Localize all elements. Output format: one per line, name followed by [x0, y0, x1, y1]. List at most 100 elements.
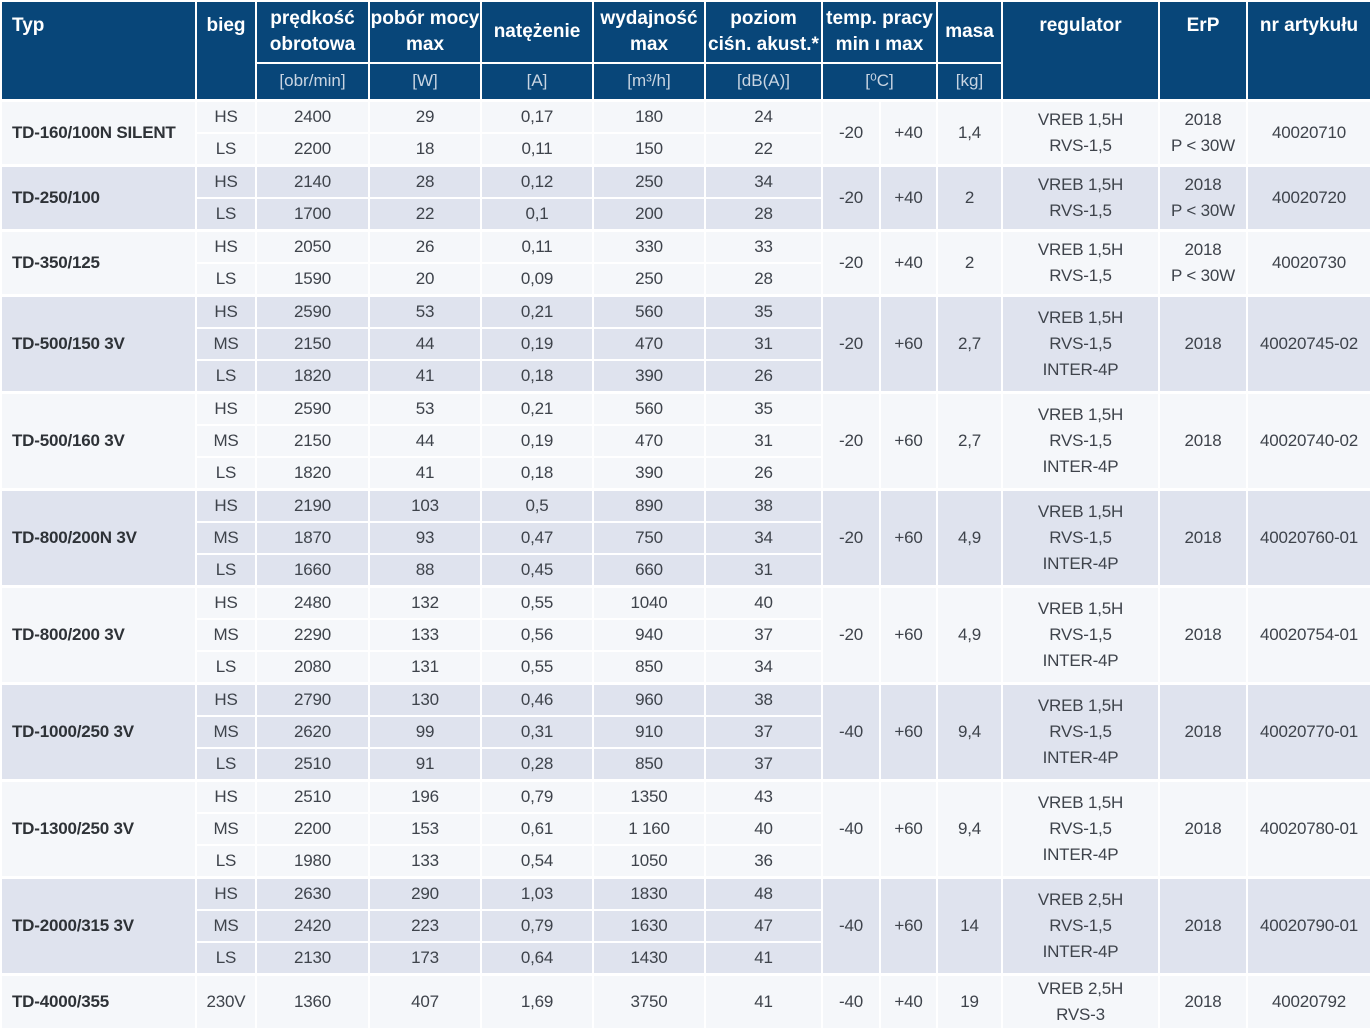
current-cell: 0,28 [480, 747, 594, 782]
flow-cell: 560 [592, 391, 706, 426]
power-cell: 41 [368, 456, 482, 491]
power-cell: 223 [368, 909, 482, 943]
current-cell: 0,11 [480, 132, 594, 167]
speed-cell: 2140 [255, 164, 370, 199]
regulator-cell-line: INTER-4P [1042, 845, 1119, 864]
bieg-cell: LS [195, 650, 257, 685]
regulator-cell-line: VREB 1,5H [1037, 502, 1124, 521]
regulator-cell: VREB 2,5H RVS-3 [1001, 973, 1160, 1030]
speed-cell: 2050 [255, 229, 370, 264]
regulator-cell: VREB 1,5H RVS-1,5 INTER-4P [1001, 779, 1160, 879]
flow-cell: 390 [592, 359, 706, 394]
erp-cell-line: 2018 [1184, 240, 1222, 259]
regulator-cell: VREB 1,5H RVS-1,5 INTER-4P [1001, 682, 1160, 782]
speed-cell: 2630 [255, 876, 370, 911]
temp-max-cell: +40 [879, 229, 938, 297]
regulator-cell-line: INTER-4P [1042, 651, 1119, 670]
table-row: LS 2200 18 0,11 150 22 [1, 132, 1370, 167]
regulator-cell-line: RVS-1,5 [1049, 334, 1112, 353]
current-cell: 0,45 [480, 553, 594, 588]
current-cell: 0,12 [480, 164, 594, 199]
bieg-cell: MS [195, 715, 257, 749]
table-row: LS 1590 20 0,09 250 28 [1, 262, 1370, 297]
current-cell: 0,1 [480, 197, 594, 232]
regulator-cell-line: VREB 1,5H [1037, 308, 1124, 327]
bieg-cell: LS [195, 197, 257, 232]
table-row: TD-160/100N SILENT HS 2400 29 0,17 180 24 -20 +4… [0, 99, 1370, 167]
table-body: TD-160/100N SILENT HS 2400 29 0,17 180 24 -20 +4… [0, 99, 1370, 1030]
temp-max-cell: +60 [879, 876, 938, 976]
speed-cell: 1820 [255, 359, 370, 394]
unit-masa: [kg] [936, 62, 1003, 102]
noise-cell: 24 [704, 99, 823, 134]
table-row: TD-500/150 3V HS 2590 53 0,21 560 35 -20 +60 2,7 V… [0, 294, 1370, 394]
current-cell: 1,03 [480, 876, 594, 911]
temp-max-cell: +60 [879, 682, 938, 782]
noise-cell: 38 [704, 488, 823, 523]
table-row: TD-2000/315 3V HS 2630 290 1,03 1830 48 -40 +60 1… [0, 876, 1370, 976]
power-cell: 407 [368, 973, 482, 1030]
speed-cell: 2790 [255, 682, 370, 717]
speed-cell: 2150 [255, 327, 370, 361]
regulator-cell-line: INTER-4P [1042, 457, 1119, 476]
current-cell: 0,46 [480, 682, 594, 717]
erp-cell-line: 2018 [1184, 110, 1222, 129]
power-cell: 93 [368, 521, 482, 555]
noise-cell: 31 [704, 327, 823, 361]
temp-min-cell: -20 [821, 488, 881, 588]
table-row: LS 1820 41 0,18 390 26 [1, 359, 1370, 394]
artnr-cell: 40020740-02 [1246, 391, 1370, 491]
noise-cell: 47 [704, 909, 823, 943]
table-row: TD-1300/250 3V HS 2510 196 0,79 1350 43 -40 +60 9… [0, 779, 1370, 879]
speed-cell: 2190 [255, 488, 370, 523]
flow-cell: 250 [592, 164, 706, 199]
temp-max-cell: +60 [879, 294, 938, 394]
speed-cell: 2400 [255, 99, 370, 134]
noise-cell: 40 [704, 812, 823, 846]
power-cell: 22 [368, 197, 482, 232]
masa-cell: 4,9 [936, 488, 1003, 588]
col-header-artnr: nr artykułu [1246, 0, 1370, 102]
regulator-cell-line: VREB 1,5H [1037, 405, 1124, 424]
regulator-cell-line: RVS-1,5 [1049, 136, 1112, 155]
noise-cell: 34 [704, 650, 823, 685]
table-row: TD-800/200N 3V HS 2190 103 0,5 890 38 -20 +60 4,9… [0, 488, 1370, 588]
erp-cell: 2018 [1158, 779, 1248, 879]
unit-flow: [m³/h] [592, 62, 706, 102]
current-cell: 0,18 [480, 456, 594, 491]
power-cell: 44 [368, 424, 482, 458]
current-cell: 0,17 [480, 99, 594, 134]
bieg-cell: LS [195, 456, 257, 491]
type-cell: TD-500/160 3V [0, 391, 197, 491]
table-row: TD-350/125 HS 2050 26 0,11 330 33 -20 +40 2 VREB 1… [0, 229, 1370, 297]
regulator-cell-line: VREB 1,5H [1037, 175, 1124, 194]
bieg-cell: HS [195, 779, 257, 814]
table-row: MS 2290 133 0,56 940 37 [1, 618, 1370, 652]
col-header-typ: Typ [0, 0, 197, 102]
col-header-noise: poziom ciśn. akust.* [704, 0, 823, 64]
bieg-cell: HS [195, 99, 257, 134]
table-row: MS 2150 44 0,19 470 31 [1, 327, 1370, 361]
table-row: MS 1870 93 0,47 750 34 [1, 521, 1370, 555]
regulator-cell: VREB 1,5H RVS-1,5 INTER-4P [1001, 585, 1160, 685]
erp-cell: 2018 P < 30W [1158, 164, 1248, 232]
artnr-cell: 40020710 [1246, 99, 1370, 167]
erp-cell: 2018 [1158, 391, 1248, 491]
flow-cell: 390 [592, 456, 706, 491]
header-label-row: Typ bieg prędkość obrotowa pobór mocy ma… [0, 0, 1370, 102]
unit-power: [W] [368, 62, 482, 102]
bieg-cell: MS [195, 812, 257, 846]
temp-min-cell: -40 [821, 876, 881, 976]
flow-cell: 1430 [592, 941, 706, 976]
current-cell: 0,55 [480, 585, 594, 620]
table-row: LS 1820 41 0,18 390 26 [1, 456, 1370, 491]
table-row: LS 2080 131 0,55 850 34 [1, 650, 1370, 685]
power-cell: 130 [368, 682, 482, 717]
current-cell: 0,47 [480, 521, 594, 555]
artnr-cell: 40020720 [1246, 164, 1370, 232]
flow-cell: 1830 [592, 876, 706, 911]
erp-cell-line: P < 30W [1171, 201, 1235, 220]
table-row: LS 1660 88 0,45 660 31 [1, 553, 1370, 588]
current-cell: 0,56 [480, 618, 594, 652]
flow-cell: 850 [592, 747, 706, 782]
